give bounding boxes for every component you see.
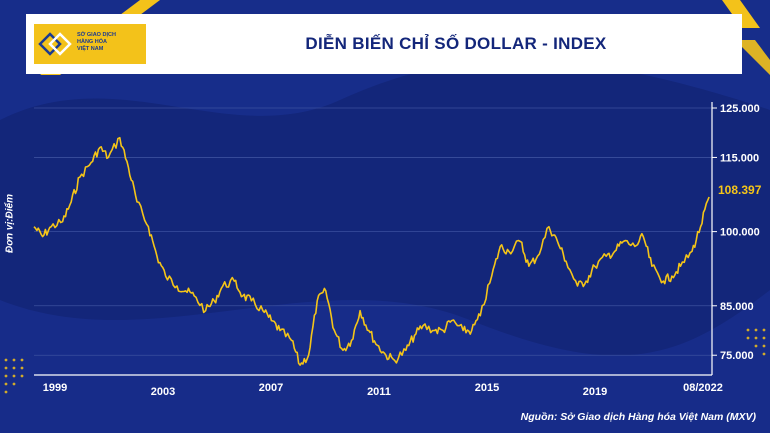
header-banner: SỞ GIAO DỊCH HÀNG HÓA VIỆT NAM DIỄN BIẾN… (26, 14, 742, 74)
x-tick-label: 2011 (367, 386, 391, 398)
logo-text-line-1: SỞ GIAO DỊCH (77, 32, 116, 38)
logo-text: SỞ GIAO DỊCH HÀNG HÓA VIỆT NAM (77, 32, 116, 53)
x-tick-label: 1999 (43, 382, 67, 394)
last-value-label: 108.397 (718, 183, 762, 197)
x-tick-labels: 1999 2003 2007 2011 2015 2019 08/2022 (43, 382, 723, 398)
x-tick-label: 2015 (475, 382, 499, 394)
logo-text-line-3: VIỆT NAM (77, 46, 104, 52)
exchange-logo: SỞ GIAO DỊCH HÀNG HÓA VIỆT NAM (34, 24, 146, 64)
y-tick-labels: 125.000 115.000 100.000 85.000 75.000 (712, 103, 760, 362)
x-tick-label: 2019 (583, 386, 607, 398)
x-tick-label: 2003 (151, 386, 175, 398)
series-line-dxy (33, 136, 710, 366)
y-tick-label: 100.000 (720, 227, 760, 239)
x-tick-label: 2007 (259, 382, 283, 394)
logo-text-line-2: HÀNG HÓA (77, 39, 107, 45)
y-tick-label: 115.000 (720, 152, 759, 164)
y-tick-label: 75.000 (720, 350, 754, 362)
source-note: Nguồn: Sở Giao dịch Hàng hóa Việt Nam (M… (520, 411, 756, 423)
logo-icon (38, 32, 72, 56)
grid-lines (34, 107, 712, 356)
y-tick-label: 125.000 (720, 103, 760, 115)
y-tick-label: 85.000 (720, 301, 754, 313)
x-tick-label: 08/2022 (683, 382, 723, 394)
chart-title: DIỄN BIẾN CHỈ SỐ DOLLAR - INDEX (305, 34, 607, 53)
